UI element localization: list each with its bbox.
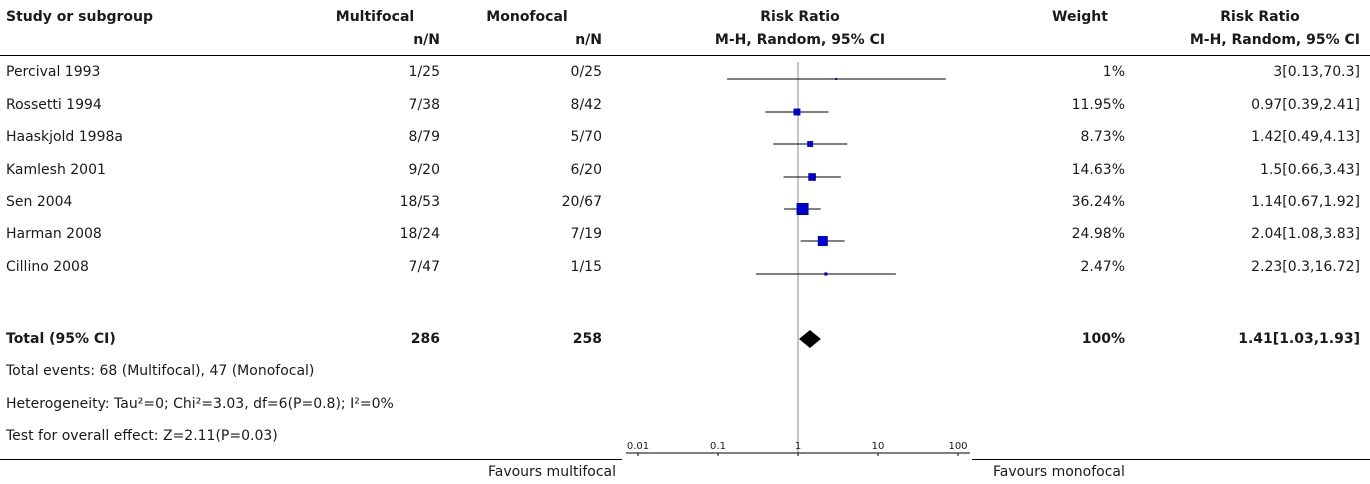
study-effect: 2.04[1.08,3.83] [1251, 226, 1360, 242]
effect-square [808, 173, 816, 181]
study-weight: 14.63% [1071, 162, 1125, 178]
effect-square [807, 141, 814, 147]
study-name: Kamlesh 2001 [6, 162, 106, 178]
x-axis-tick-label: 10 [872, 441, 885, 452]
study-weight: 24.98% [1071, 226, 1125, 242]
header-effect-sub: M-H, Random, 95% CI [1189, 32, 1360, 48]
study-effect: 1.14[0.67,1.92] [1251, 194, 1360, 210]
header-plot: Risk Ratio [760, 9, 840, 25]
study-name: Harman 2008 [6, 226, 102, 242]
effect-square [793, 108, 801, 116]
bottom-rule-left [0, 459, 622, 460]
study-monofocal: 20/67 [561, 194, 602, 210]
header-weight: Weight [1052, 9, 1108, 25]
x-axis-tick-label: 0.1 [710, 441, 726, 452]
study-name: Percival 1993 [6, 64, 101, 80]
header-effect: Risk Ratio [1220, 9, 1300, 25]
study-monofocal: 7/19 [570, 226, 602, 242]
effect-square [835, 78, 838, 80]
x-axis-tick-label: 0.01 [627, 441, 649, 452]
study-weight: 36.24% [1071, 194, 1125, 210]
study-effect: 1.5[0.66,3.43] [1260, 162, 1360, 178]
total-weight: 100% [1081, 331, 1125, 347]
study-multifocal: 18/24 [399, 226, 440, 242]
favours-right-label: Favours monofocal [993, 464, 1125, 480]
study-multifocal: 8/79 [408, 129, 440, 145]
study-monofocal: 6/20 [570, 162, 602, 178]
total-events-note: Total events: 68 (Multifocal), 47 (Monof… [6, 363, 315, 379]
overall-effect-note: Test for overall effect: Z=2.11(P=0.03) [6, 428, 278, 444]
study-effect: 3[0.13,70.3] [1273, 64, 1360, 80]
study-monofocal: 0/25 [570, 64, 602, 80]
total-monofocal: 258 [572, 331, 602, 347]
study-multifocal: 7/38 [408, 97, 440, 113]
study-name: Sen 2004 [6, 194, 73, 210]
total-multifocal: 286 [410, 331, 440, 347]
pooled-diamond [799, 330, 821, 348]
study-weight: 8.73% [1080, 129, 1125, 145]
total-label: Total (95% CI) [6, 331, 116, 347]
effect-square [824, 272, 828, 276]
header-multifocal: Multifocal [335, 9, 415, 25]
study-weight: 11.95% [1071, 97, 1125, 113]
header-study: Study or subgroup [6, 9, 154, 25]
study-multifocal: 9/20 [408, 162, 440, 178]
study-weight: 2.47% [1080, 259, 1125, 275]
study-multifocal: 1/25 [408, 64, 440, 80]
effect-square [817, 236, 828, 246]
study-effect: 2.23[0.3,16.72] [1251, 259, 1360, 275]
header-plot-sub: M-H, Random, 95% CI [714, 32, 886, 48]
favours-left-label: Favours multifocal [487, 464, 616, 480]
bottom-rule-right [972, 459, 1370, 460]
total-effect: 1.41[1.03,1.93] [1238, 331, 1360, 347]
study-name: Haaskjold 1998a [6, 129, 123, 145]
header-monofocal: Monofocal [486, 9, 568, 25]
study-effect: 0.97[0.39,2.41] [1251, 97, 1360, 113]
heterogeneity-note: Heterogeneity: Tau²=0; Chi²=3.03, df=6(P… [6, 396, 394, 412]
study-monofocal: 8/42 [570, 97, 602, 113]
x-axis-tick-label: 1 [795, 441, 801, 452]
header-multifocal-sub: n/N [413, 32, 440, 48]
header-rule [0, 55, 1370, 56]
study-multifocal: 18/53 [399, 194, 440, 210]
study-weight: 1% [1102, 64, 1125, 80]
study-effect: 1.42[0.49,4.13] [1251, 129, 1360, 145]
header-monofocal-sub: n/N [575, 32, 602, 48]
study-monofocal: 1/15 [570, 259, 602, 275]
effect-square [796, 203, 809, 215]
x-axis-tick-label: 100 [948, 441, 967, 452]
study-multifocal: 7/47 [408, 259, 440, 275]
study-monofocal: 5/70 [570, 129, 602, 145]
study-name: Rossetti 1994 [6, 97, 102, 113]
study-name: Cillino 2008 [6, 259, 89, 275]
